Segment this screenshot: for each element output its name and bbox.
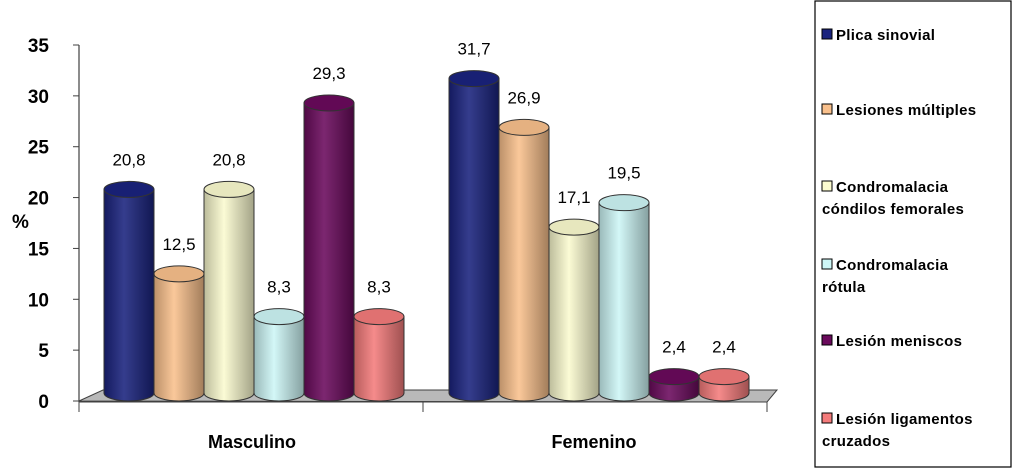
x-category-label: Femenino bbox=[551, 432, 636, 452]
bar bbox=[448, 70, 500, 402]
bar-body bbox=[203, 188, 255, 402]
y-tick-label: 0 bbox=[38, 392, 49, 413]
bar bbox=[548, 218, 600, 402]
bar bbox=[353, 308, 405, 402]
bar-top bbox=[548, 218, 600, 236]
legend-label: Lesiones múltiples bbox=[836, 102, 976, 119]
data-label: 8,3 bbox=[367, 278, 391, 297]
data-label: 12,5 bbox=[162, 235, 195, 254]
bar bbox=[103, 180, 155, 402]
legend-swatch bbox=[821, 412, 833, 424]
y-tick-label: 25 bbox=[28, 138, 50, 159]
x-category-label: Masculino bbox=[208, 432, 296, 452]
bar bbox=[648, 368, 700, 402]
bar-body bbox=[353, 316, 405, 402]
legend-swatch bbox=[821, 28, 833, 40]
bar bbox=[153, 265, 205, 402]
legend-label: Lesión meniscos bbox=[836, 333, 962, 350]
data-label: 19,5 bbox=[607, 164, 640, 183]
bar-top bbox=[203, 180, 255, 198]
legend-swatch bbox=[821, 334, 833, 346]
y-tick-label: 35 bbox=[28, 36, 50, 57]
bar-body bbox=[548, 226, 600, 402]
bar-body bbox=[498, 126, 550, 402]
legend-item: Lesión ligamentos cruzados bbox=[821, 411, 973, 450]
bar-top bbox=[648, 368, 700, 386]
data-label: 26,9 bbox=[507, 88, 540, 107]
data-label: 17,1 bbox=[557, 188, 590, 207]
data-label: 20,8 bbox=[212, 150, 245, 169]
bar-top bbox=[303, 94, 355, 112]
bar bbox=[698, 368, 750, 402]
data-label: 8,3 bbox=[267, 278, 291, 297]
bar-top bbox=[698, 368, 750, 386]
legend-label: Condromalacia bbox=[836, 179, 949, 196]
data-label: 20,8 bbox=[112, 150, 145, 169]
bar-top bbox=[153, 265, 205, 283]
bar-top bbox=[598, 194, 650, 212]
legend-label: cóndilos femorales bbox=[822, 201, 964, 218]
bar-body bbox=[253, 316, 305, 402]
y-tick-label: 30 bbox=[28, 87, 49, 108]
bar-body bbox=[303, 102, 355, 402]
bar bbox=[498, 118, 550, 402]
y-tick-label: 10 bbox=[28, 290, 49, 311]
bar bbox=[253, 308, 305, 402]
data-label: 29,3 bbox=[312, 64, 345, 83]
legend-swatch bbox=[821, 103, 833, 115]
y-axis-label: % bbox=[12, 212, 29, 233]
legend-item: Condromalacia cóndilos femorales bbox=[821, 179, 964, 218]
bar-top bbox=[498, 118, 550, 136]
legend-label: Condromalacia bbox=[836, 257, 949, 274]
bar-top bbox=[448, 70, 500, 88]
bar-top bbox=[253, 308, 305, 326]
bar bbox=[598, 194, 650, 402]
y-tick-label: 5 bbox=[38, 341, 49, 362]
legend-label: Plica sinovial bbox=[836, 27, 935, 44]
legend-item: Lesión meniscos bbox=[821, 333, 962, 350]
legend-swatch bbox=[821, 258, 833, 270]
legend-label: cruzados bbox=[822, 433, 890, 450]
y-tick-label: 20 bbox=[28, 189, 49, 210]
bar-body bbox=[103, 188, 155, 402]
bar bbox=[203, 180, 255, 402]
bar-body bbox=[153, 273, 205, 402]
data-label: 2,4 bbox=[662, 338, 686, 357]
legend-swatch bbox=[821, 180, 833, 192]
bar-body bbox=[598, 202, 650, 402]
y-tick-label: 15 bbox=[28, 239, 50, 260]
bar-top bbox=[103, 180, 155, 198]
bar-top bbox=[353, 308, 405, 326]
legend-label: rótula bbox=[822, 279, 866, 296]
bar-body bbox=[448, 78, 500, 402]
data-label: 2,4 bbox=[712, 338, 736, 357]
legend-item: Lesiones múltiples bbox=[821, 102, 976, 119]
legend-item: Condromalacia rótula bbox=[821, 257, 949, 296]
data-label: 31,7 bbox=[457, 40, 490, 59]
legend-label: Lesión ligamentos bbox=[836, 411, 973, 428]
legend-box bbox=[814, 0, 1012, 468]
bar bbox=[303, 94, 355, 402]
legend-item: Plica sinovial bbox=[821, 27, 935, 44]
